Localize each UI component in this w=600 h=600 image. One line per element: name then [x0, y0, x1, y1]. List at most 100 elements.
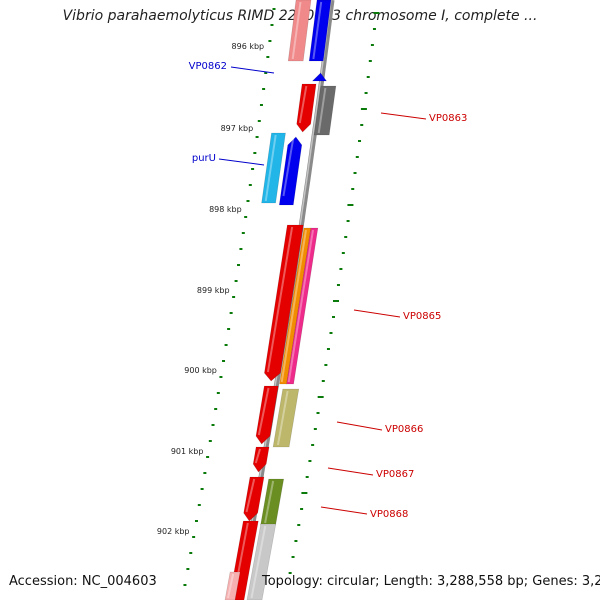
scale-tick — [372, 28, 376, 30]
accession-text: Accession: NC_004603 — [9, 574, 157, 589]
scale-tick-label: 898 kbp — [209, 205, 242, 214]
gene-feature-vp0862[interactable] — [311, 72, 328, 82]
scale-tick — [368, 60, 372, 62]
scale-tick — [294, 540, 298, 542]
scale-tick — [189, 552, 193, 554]
gene-feature-blue-top[interactable] — [308, 0, 332, 62]
scale-tick — [300, 508, 304, 510]
gene-feature-purU-cyan[interactable] — [261, 132, 286, 204]
scale-tick — [311, 444, 315, 446]
scale-tick-label: 901 kbp — [171, 447, 204, 456]
scale-tick — [360, 124, 364, 126]
gene-label-vp0866[interactable]: VP0866 — [385, 424, 423, 435]
scale-tick — [192, 536, 196, 538]
gene-label-leader — [218, 158, 265, 166]
scale-tick — [194, 520, 198, 522]
scale-tick — [234, 280, 238, 282]
scale-tick — [229, 312, 233, 314]
scale-tick — [316, 412, 320, 414]
scale-tick — [329, 332, 333, 334]
scale-tick — [341, 252, 345, 254]
scale-tick — [351, 188, 355, 190]
scale-tick — [257, 120, 261, 122]
scale-tick — [332, 316, 336, 318]
scale-tick — [224, 344, 228, 346]
scale-tick — [251, 168, 255, 170]
scale-tick — [183, 584, 187, 586]
scale-tick — [313, 428, 317, 430]
gene-feature-vp0867[interactable] — [252, 446, 270, 473]
scale-tick — [288, 572, 292, 574]
scale-tick — [208, 440, 212, 442]
gene-label-puru[interactable]: purU — [192, 153, 216, 164]
scale-tick — [206, 456, 210, 458]
scale-tick — [291, 556, 295, 558]
scale-tick — [358, 140, 362, 142]
scale-tick — [321, 380, 325, 382]
gene-feature-vp0866-red[interactable] — [255, 385, 279, 445]
scale-tick — [364, 92, 368, 94]
scale-tick — [305, 476, 309, 478]
gene-label-leader — [320, 506, 368, 515]
gene-feature-vp0866-khaki-shade — [276, 390, 289, 446]
scale-tick — [244, 216, 248, 218]
gene-label-vp0868[interactable]: VP0868 — [370, 509, 408, 520]
gene-feature-vp0865-orange-shade — [280, 229, 307, 383]
gene-label-vp0863[interactable]: VP0863 — [429, 113, 467, 124]
scale-tick — [347, 204, 354, 206]
gene-feature-blue-top-shade — [312, 1, 323, 60]
scale-tick — [346, 220, 350, 222]
gene-feature-purU[interactable] — [278, 136, 303, 206]
gene-label-vp0862[interactable]: VP0862 — [189, 61, 227, 72]
scale-tick — [222, 360, 226, 362]
gene-feature-bottom-pink[interactable] — [224, 571, 241, 600]
scale-tick-label: 900 kbp — [184, 366, 217, 375]
scale-tick — [270, 24, 274, 26]
scale-tick — [264, 72, 268, 74]
gene-label-leader — [336, 421, 383, 431]
gene-feature-bottom-gray[interactable] — [246, 523, 277, 600]
gene-label-leader — [230, 66, 275, 74]
gene-feature-vp0868-red-shade — [245, 478, 256, 513]
scale-tick — [255, 136, 259, 138]
gene-feature-vp0867-shade — [254, 448, 261, 464]
scale-tick — [308, 460, 312, 462]
scale-tick — [253, 152, 257, 154]
gene-feature-vp0863-shade — [298, 85, 308, 124]
scale-tick — [339, 268, 343, 270]
gene-label-vp0865[interactable]: VP0865 — [403, 311, 441, 322]
gene-feature-vp0865-red[interactable] — [264, 224, 304, 382]
scale-tick — [232, 296, 236, 298]
scale-tick — [197, 504, 201, 506]
gene-feature-vp0868-olive-shade — [264, 480, 275, 524]
gene-feature-vp0866-khaki[interactable] — [272, 388, 300, 448]
gene-label-leader — [380, 112, 427, 120]
gene-feature-pink-shade — [291, 1, 302, 60]
gene-feature-bottom-pink-shade — [227, 573, 235, 599]
gene-feature-pink[interactable] — [287, 0, 312, 62]
gene-feature-purU-cyan-shade — [264, 134, 277, 202]
scale-tick — [248, 184, 252, 186]
scale-tick — [186, 568, 190, 570]
gene-feature-vp0863-gray[interactable] — [313, 85, 337, 136]
scale-tick — [333, 300, 339, 302]
scale-tick — [353, 172, 357, 174]
scale-tick — [214, 408, 218, 410]
scale-tick — [259, 104, 263, 106]
scale-tick — [301, 492, 308, 494]
scale-tick — [266, 56, 270, 58]
scale-tick — [216, 392, 220, 394]
gene-feature-vp0866-red-shade — [257, 387, 270, 436]
scale-tick — [370, 44, 374, 46]
scale-tick — [326, 348, 330, 350]
scale-tick — [268, 40, 272, 42]
scale-tick-label: 899 kbp — [197, 286, 230, 295]
gene-feature-vp0863[interactable] — [296, 83, 317, 133]
gene-label-vp0867[interactable]: VP0867 — [376, 469, 414, 480]
scale-tick — [211, 424, 215, 426]
scale-tick — [373, 12, 380, 14]
gene-feature-vp0868-red[interactable] — [243, 476, 265, 522]
scale-tick — [324, 364, 328, 366]
gene-feature-vp0865-magenta[interactable] — [286, 227, 319, 385]
